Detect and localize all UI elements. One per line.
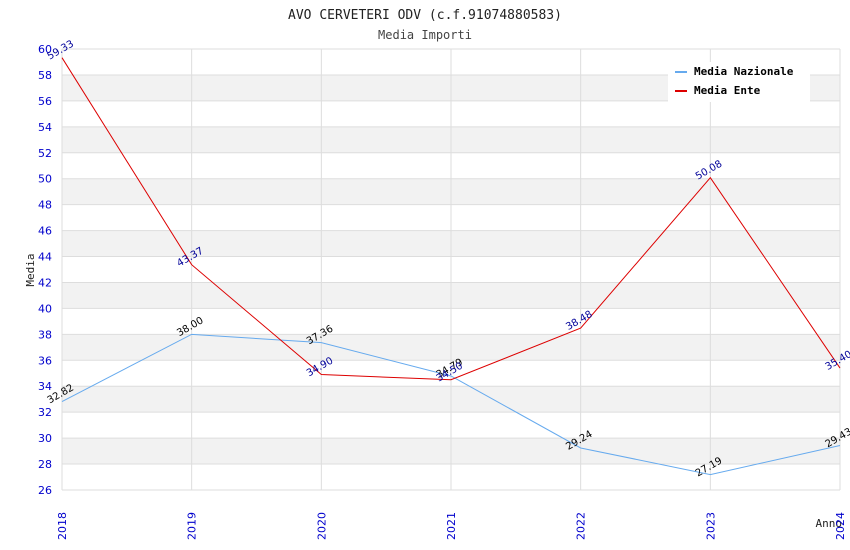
- x-tick-label: 2021: [445, 512, 458, 540]
- y-tick-label: 54: [38, 121, 52, 134]
- chart-title: AVO CERVETERI ODV (c.f.91074880583): [288, 8, 562, 23]
- y-tick-label: 48: [38, 199, 52, 212]
- x-tick-label: 2020: [315, 512, 328, 540]
- y-tick-label: 44: [38, 251, 52, 264]
- y-tick-label: 60: [38, 43, 52, 56]
- y-tick-label: 38: [38, 328, 52, 341]
- y-tick-label: 28: [38, 458, 52, 471]
- y-ticks: 26 28 30 32 34 36 38 40 42 44 46 48 50 52 54 56 58 60: [38, 43, 52, 497]
- grid-lines: [61, 48, 841, 491]
- x-tick-label: 2019: [186, 512, 199, 540]
- legend-label-media-nazionale: Media Nazionale: [694, 65, 794, 78]
- y-tick-label: 36: [38, 354, 52, 367]
- y-tick-label: 52: [38, 147, 52, 160]
- legend-box: [668, 62, 810, 102]
- y-tick-label: 26: [38, 484, 52, 497]
- y-tick-label: 46: [38, 225, 52, 238]
- series-lines: [61, 57, 841, 476]
- x-ticks: 2018 2019 2020 2021 2022 2023 2024: [56, 512, 847, 540]
- x-axis-label: Anno: [816, 517, 843, 530]
- y-tick-label: 32: [38, 406, 52, 419]
- x-tick-label: 2018: [56, 512, 69, 540]
- series-line-media-ente: [61, 57, 841, 381]
- legend-label-media-ente: Media Ente: [694, 84, 761, 97]
- y-tick-label: 50: [38, 173, 52, 186]
- x-tick-label: 2023: [704, 512, 717, 540]
- y-tick-label: 42: [38, 276, 52, 289]
- chart-subtitle: Media Importi: [378, 28, 472, 42]
- y-axis-label: Media: [24, 253, 37, 286]
- x-tick-label: 2022: [575, 512, 588, 540]
- y-tick-label: 40: [38, 302, 52, 315]
- y-tick-label: 56: [38, 95, 52, 108]
- y-tick-label: 30: [38, 432, 52, 445]
- series-line-media-nazionale: [61, 333, 841, 476]
- y-tick-label: 58: [38, 69, 52, 82]
- x-tick-label: 2024: [834, 512, 847, 540]
- legend: Media Nazionale Media Ente: [668, 62, 810, 102]
- y-tick-label: 34: [38, 380, 52, 393]
